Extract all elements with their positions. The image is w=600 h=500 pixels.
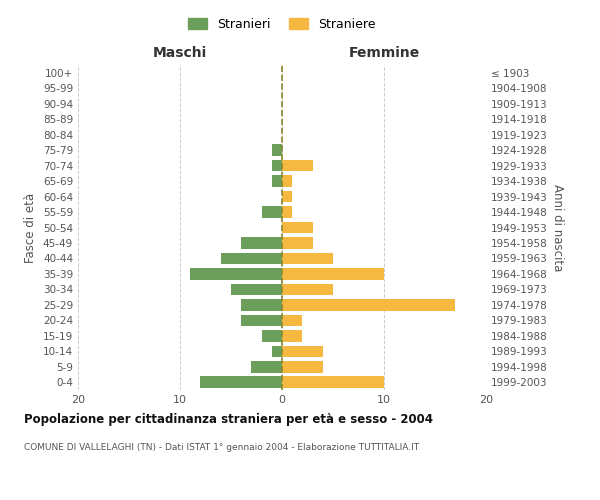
Bar xyxy=(190,268,282,280)
Bar xyxy=(241,314,282,326)
Bar xyxy=(251,361,282,372)
Bar xyxy=(241,237,282,249)
Bar xyxy=(282,206,292,218)
Bar xyxy=(282,330,302,342)
Text: COMUNE DI VALLELAGHI (TN) - Dati ISTAT 1° gennaio 2004 - Elaborazione TUTTITALIA: COMUNE DI VALLELAGHI (TN) - Dati ISTAT 1… xyxy=(24,442,419,452)
Bar xyxy=(272,346,282,357)
Bar xyxy=(282,346,323,357)
Legend: Stranieri, Straniere: Stranieri, Straniere xyxy=(182,11,382,37)
Bar xyxy=(282,160,313,172)
Text: Maschi: Maschi xyxy=(153,46,207,60)
Bar xyxy=(241,299,282,310)
Bar xyxy=(282,222,313,234)
Bar xyxy=(262,330,282,342)
Bar xyxy=(231,284,282,295)
Bar xyxy=(282,268,384,280)
Bar xyxy=(282,237,313,249)
Text: Popolazione per cittadinanza straniera per età e sesso - 2004: Popolazione per cittadinanza straniera p… xyxy=(24,412,433,426)
Text: Femmine: Femmine xyxy=(349,46,419,60)
Bar xyxy=(282,190,292,202)
Bar xyxy=(282,314,302,326)
Bar xyxy=(272,144,282,156)
Bar xyxy=(282,284,333,295)
Bar xyxy=(282,299,455,310)
Bar xyxy=(200,376,282,388)
Y-axis label: Fasce di età: Fasce di età xyxy=(25,192,37,262)
Bar xyxy=(282,176,292,187)
Bar xyxy=(272,160,282,172)
Bar xyxy=(282,361,323,372)
Bar xyxy=(262,206,282,218)
Y-axis label: Anni di nascita: Anni di nascita xyxy=(551,184,564,271)
Bar xyxy=(282,252,333,264)
Bar xyxy=(272,176,282,187)
Bar xyxy=(282,376,384,388)
Bar xyxy=(221,252,282,264)
